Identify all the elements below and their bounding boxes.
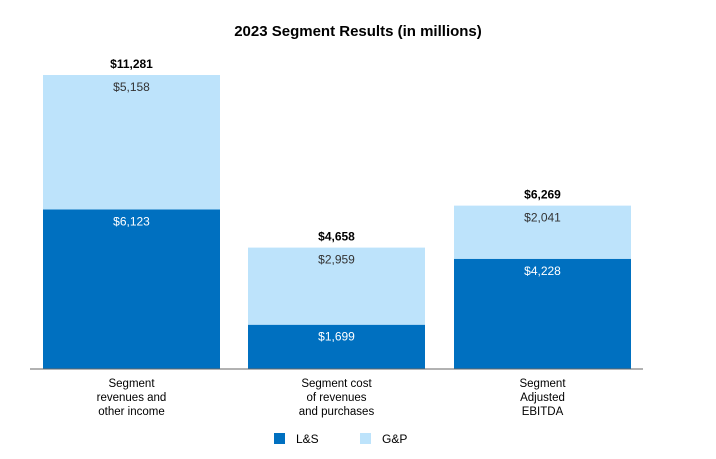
legend-label-ls: L&S <box>296 432 319 446</box>
category-label-line: revenues and <box>97 392 167 404</box>
bar-segment-ls-0 <box>43 209 220 369</box>
category-label-line: EBITDA <box>522 406 564 418</box>
category-label-0: Segment revenues and other income <box>97 378 167 418</box>
legend-swatch-gp <box>360 433 371 444</box>
data-label-gp-0: $5,158 <box>113 80 150 94</box>
bars-layer: $6,123 $5,158 $11,281 $1,699 $2,959 $4,658 $4,… <box>43 57 631 369</box>
data-label-gp-2: $2,041 <box>524 211 561 225</box>
total-label-0: $11,281 <box>110 57 153 71</box>
data-label-ls-2: $4,228 <box>524 264 561 278</box>
legend-label-gp: G&P <box>382 432 407 446</box>
category-label-line: other income <box>98 406 164 418</box>
chart-title: 2023 Segment Results (in millions) <box>234 23 482 40</box>
bar-segment-gp-1 <box>248 247 425 325</box>
category-label-line: Segment <box>108 378 155 390</box>
category-label-line: Segment <box>519 378 566 390</box>
legend-swatch-ls <box>274 433 285 444</box>
category-label-line: of revenues <box>306 392 366 404</box>
bar-segment-ls-1 <box>248 324 425 369</box>
category-label-2: Segment Adjusted EBITDA <box>519 378 566 418</box>
data-label-ls-0: $6,123 <box>113 214 150 228</box>
total-label-1: $4,658 <box>318 230 355 244</box>
category-labels: Segment revenues and other income Segment c… <box>97 378 567 418</box>
category-label-1: Segment cost of revenues and purchases <box>299 378 375 418</box>
legend: L&S G&P <box>274 432 407 446</box>
bar-segment-gp-2 <box>454 205 631 259</box>
bar-segment-gp-0 <box>43 75 220 210</box>
category-label-line: and purchases <box>299 406 375 418</box>
data-label-gp-1: $2,959 <box>318 253 355 267</box>
total-label-2: $6,269 <box>524 188 561 202</box>
category-label-line: Segment cost <box>301 378 372 390</box>
category-label-line: Adjusted <box>520 392 565 404</box>
data-label-ls-1: $1,699 <box>318 330 355 344</box>
bar-segment-ls-2 <box>454 258 631 369</box>
